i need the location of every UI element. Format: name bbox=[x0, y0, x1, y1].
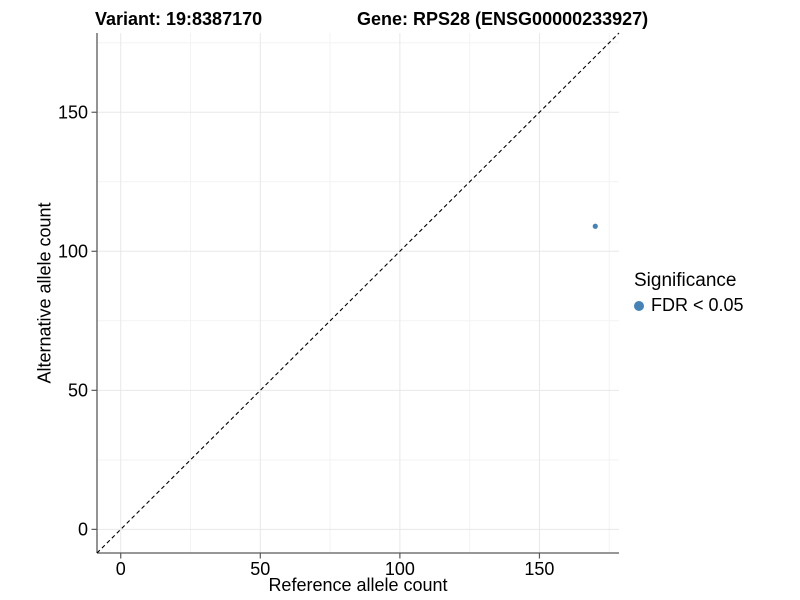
x-tick-label: 150 bbox=[524, 559, 554, 579]
x-tick-label: 50 bbox=[250, 559, 270, 579]
legend: Significance FDR < 0.05 bbox=[634, 270, 744, 316]
identity-line bbox=[96, 32, 620, 554]
x-axis-title: Reference allele count bbox=[268, 575, 448, 595]
legend-item-label: FDR < 0.05 bbox=[651, 295, 744, 315]
legend-item: FDR < 0.05 bbox=[634, 295, 744, 316]
y-axis-title: Alternative allele count bbox=[34, 202, 55, 384]
legend-title: Significance bbox=[634, 270, 737, 291]
x-tick-label: 100 bbox=[385, 559, 415, 579]
y-tick-label: 0 bbox=[78, 519, 88, 539]
plot-title-variant: Variant: 19:8387170 bbox=[95, 9, 263, 29]
plot-title-gene: Gene: RPS28 (ENSG00000233927) bbox=[357, 9, 649, 29]
legend-items: FDR < 0.05 bbox=[634, 295, 744, 316]
y-tick-label: 50 bbox=[68, 380, 88, 400]
y-tick-label: 150 bbox=[58, 102, 88, 122]
legend-point-icon bbox=[634, 300, 644, 311]
y-tick-label: 100 bbox=[58, 241, 88, 261]
x-tick-label: 0 bbox=[116, 559, 126, 579]
data-point bbox=[592, 223, 598, 229]
